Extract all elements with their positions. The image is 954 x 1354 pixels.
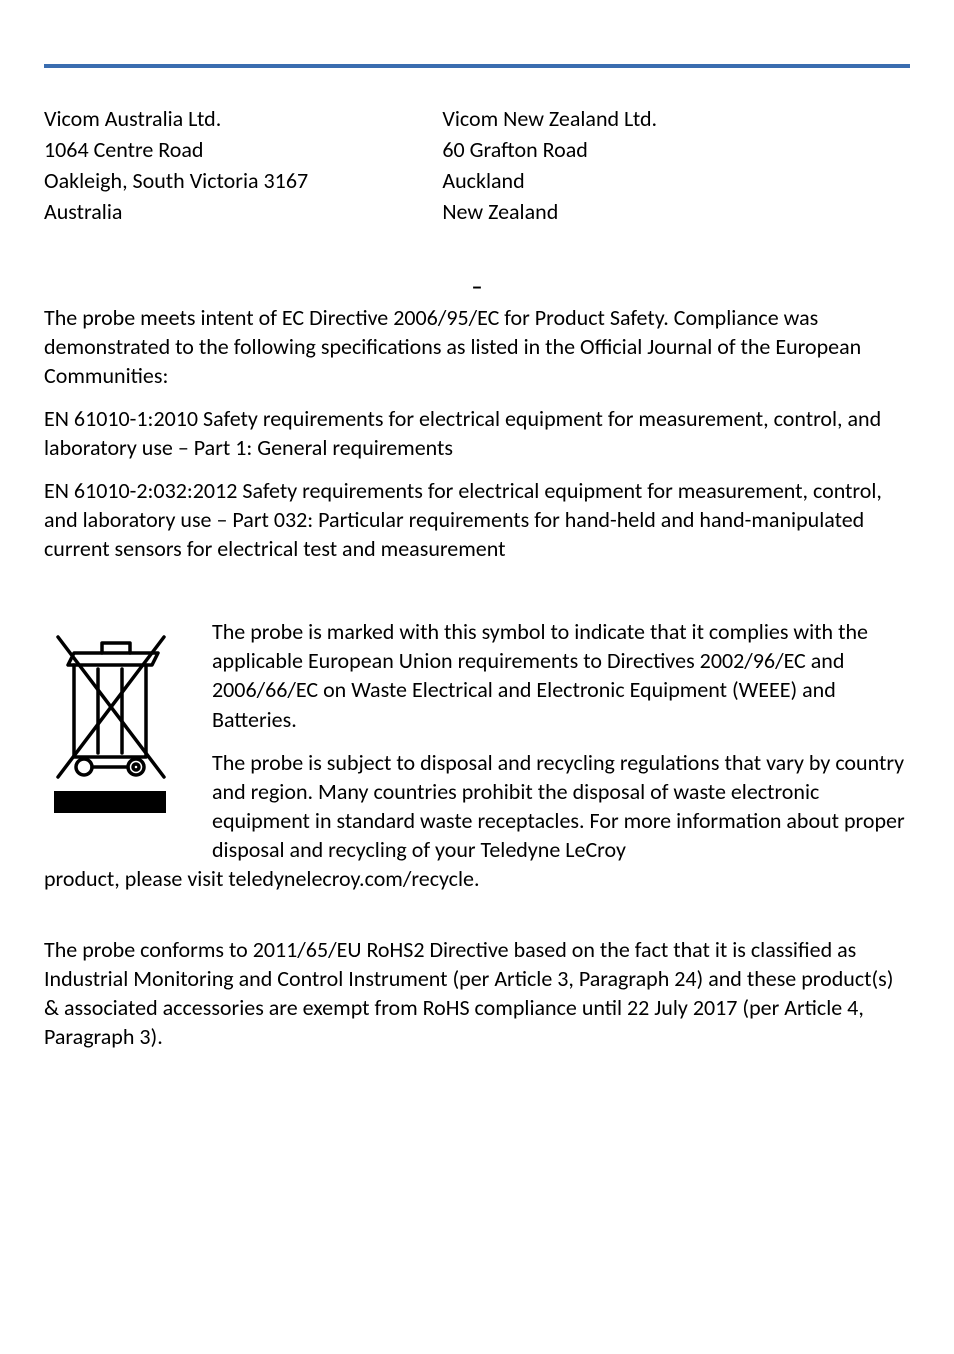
address-australia: Vicom Australia Ltd. 1064 Centre Road Oa… — [44, 104, 442, 228]
weee-bin-icon — [44, 617, 176, 817]
addr-line: Australia — [44, 197, 442, 226]
addr-line: Vicom Australia Ltd. — [44, 104, 442, 133]
rohs-paragraph: The probe conforms to 2011/65/EU RoHS2 D… — [44, 935, 910, 1051]
weee-para-2: The probe is subject to disposal and rec… — [212, 748, 910, 864]
intro-paragraph: The probe meets intent of EC Directive 2… — [44, 303, 910, 390]
addr-line: Vicom New Zealand Ltd. — [442, 104, 910, 133]
address-block: Vicom Australia Ltd. 1064 Centre Road Oa… — [44, 104, 910, 228]
weee-icon-wrap — [44, 617, 212, 824]
standard-1-code: EN 61010-1:2010 — [44, 405, 198, 432]
weee-continue: product, please visit teledynelecroy.com… — [44, 864, 910, 893]
addr-line: 1064 Centre Road — [44, 135, 442, 164]
address-newzealand: Vicom New Zealand Ltd. 60 Grafton Road A… — [442, 104, 910, 228]
section-dash: – — [44, 272, 910, 301]
addr-line: Oakleigh, South Victoria 3167 — [44, 166, 442, 195]
addr-line: Auckland — [442, 166, 910, 195]
standard-2: EN 61010-2:032:2012 Safety requirements … — [44, 476, 910, 563]
weee-text-col: The probe is marked with this symbol to … — [212, 617, 910, 863]
weee-block: The probe is marked with this symbol to … — [44, 617, 910, 863]
addr-line: 60 Grafton Road — [442, 135, 910, 164]
page: Vicom Australia Ltd. 1064 Centre Road Oa… — [0, 0, 954, 1109]
standard-2-code: EN 61010-2:032:2012 — [44, 477, 237, 504]
spacer — [44, 907, 910, 935]
weee-para-1: The probe is marked with this symbol to … — [212, 617, 910, 733]
standard-1: EN 61010-1:2010 Safety requirements for … — [44, 404, 910, 462]
addr-line: New Zealand — [442, 197, 910, 226]
header-rule — [44, 64, 910, 68]
